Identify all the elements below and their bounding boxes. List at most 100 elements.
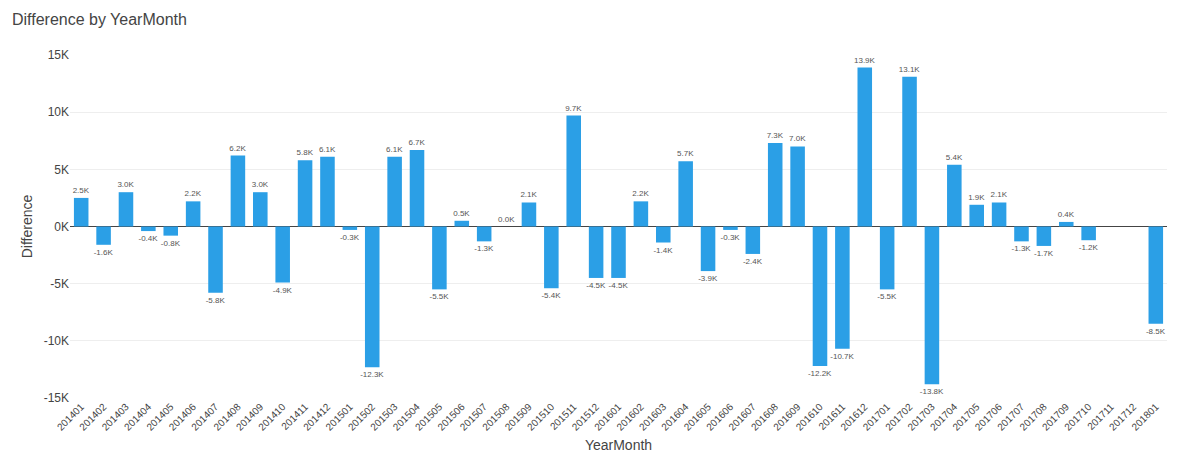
svg-text:201707: 201707: [995, 401, 1027, 433]
svg-text:-1.4K: -1.4K: [653, 246, 673, 255]
svg-text:-5K: -5K: [50, 277, 69, 291]
svg-text:5.7K: 5.7K: [677, 149, 694, 158]
svg-text:-10K: -10K: [44, 334, 69, 348]
svg-text:7.3K: 7.3K: [767, 131, 784, 140]
svg-text:13.9K: 13.9K: [854, 56, 876, 65]
svg-text:0K: 0K: [54, 220, 69, 234]
svg-text:201609: 201609: [771, 401, 803, 433]
svg-text:-0.4K: -0.4K: [138, 234, 158, 243]
svg-text:201409: 201409: [234, 401, 266, 433]
svg-text:Difference by YearMonth: Difference by YearMonth: [12, 11, 187, 28]
svg-text:-0.3K: -0.3K: [340, 233, 360, 242]
svg-text:201403: 201403: [100, 401, 132, 433]
svg-text:-5.5K: -5.5K: [877, 292, 897, 301]
svg-text:-10.7K: -10.7K: [830, 352, 854, 361]
svg-text:13.1K: 13.1K: [899, 65, 921, 74]
svg-text:201407: 201407: [189, 401, 221, 433]
svg-text:5K: 5K: [54, 163, 69, 177]
svg-text:Difference: Difference: [19, 195, 35, 259]
svg-text:-15K: -15K: [44, 391, 69, 405]
svg-text:0.5K: 0.5K: [453, 209, 470, 218]
svg-text:-4.5K: -4.5K: [609, 281, 629, 290]
svg-text:201602: 201602: [614, 401, 646, 433]
svg-text:201406: 201406: [167, 401, 199, 433]
svg-text:2.1K: 2.1K: [520, 190, 537, 199]
svg-text:201501: 201501: [323, 401, 355, 433]
svg-text:-13.8K: -13.8K: [920, 387, 944, 396]
svg-text:201712: 201712: [1107, 401, 1139, 433]
svg-text:7.0K: 7.0K: [789, 134, 806, 143]
svg-text:-4.9K: -4.9K: [273, 286, 293, 295]
svg-text:201506: 201506: [435, 401, 467, 433]
svg-text:6.7K: 6.7K: [408, 138, 425, 147]
svg-text:201508: 201508: [480, 401, 512, 433]
svg-text:-0.8K: -0.8K: [161, 239, 181, 248]
svg-text:201505: 201505: [413, 401, 445, 433]
svg-text:-2.4K: -2.4K: [743, 257, 763, 266]
svg-text:-12.3K: -12.3K: [360, 370, 384, 379]
svg-text:201610: 201610: [794, 401, 826, 433]
svg-text:-0.3K: -0.3K: [721, 233, 741, 242]
svg-text:201502: 201502: [346, 401, 378, 433]
svg-text:201503: 201503: [368, 401, 400, 433]
svg-text:-1.3K: -1.3K: [1012, 244, 1032, 253]
svg-text:201704: 201704: [928, 401, 960, 433]
svg-text:201509: 201509: [503, 401, 535, 433]
svg-text:10K: 10K: [48, 105, 69, 119]
svg-text:201612: 201612: [838, 401, 870, 433]
svg-text:5.4K: 5.4K: [946, 153, 963, 162]
svg-text:201411: 201411: [279, 401, 310, 432]
svg-text:201504: 201504: [391, 401, 423, 433]
svg-text:201710: 201710: [1062, 401, 1094, 433]
svg-text:6.2K: 6.2K: [229, 144, 246, 153]
svg-text:-3.9K: -3.9K: [698, 274, 718, 283]
svg-text:3.0K: 3.0K: [252, 180, 269, 189]
svg-text:201410: 201410: [256, 401, 288, 433]
svg-text:201608: 201608: [749, 401, 781, 433]
svg-text:201603: 201603: [637, 401, 669, 433]
svg-text:0.0K: 0.0K: [498, 215, 515, 224]
svg-text:-5.4K: -5.4K: [541, 291, 561, 300]
svg-text:1.9K: 1.9K: [968, 193, 985, 202]
svg-text:-1.7K: -1.7K: [1034, 249, 1054, 258]
svg-text:201607: 201607: [726, 401, 758, 433]
svg-text:-12.2K: -12.2K: [808, 369, 832, 378]
svg-text:3.0K: 3.0K: [117, 180, 134, 189]
svg-text:201611: 201611: [816, 401, 847, 432]
svg-text:6.1K: 6.1K: [319, 145, 336, 154]
svg-text:201405: 201405: [144, 401, 176, 433]
svg-text:2.2K: 2.2K: [632, 189, 649, 198]
svg-text:201711: 201711: [1085, 401, 1116, 432]
svg-text:201705: 201705: [950, 401, 982, 433]
svg-text:201606: 201606: [704, 401, 736, 433]
svg-text:-5.8K: -5.8K: [206, 296, 226, 305]
svg-text:201401: 201401: [55, 401, 87, 433]
svg-text:201510: 201510: [525, 401, 557, 433]
svg-text:2.2K: 2.2K: [185, 189, 202, 198]
svg-text:201708: 201708: [1017, 401, 1049, 433]
svg-text:201706: 201706: [973, 401, 1005, 433]
svg-text:201511: 201511: [548, 401, 579, 432]
svg-text:201701: 201701: [861, 401, 893, 433]
svg-text:201709: 201709: [1040, 401, 1072, 433]
svg-text:-1.2K: -1.2K: [1079, 243, 1099, 252]
svg-text:6.1K: 6.1K: [386, 145, 403, 154]
svg-text:201605: 201605: [682, 401, 714, 433]
svg-text:-5.5K: -5.5K: [430, 292, 450, 301]
svg-text:2.1K: 2.1K: [991, 190, 1008, 199]
svg-text:201801: 201801: [1129, 401, 1161, 433]
svg-text:0.4K: 0.4K: [1058, 210, 1075, 219]
svg-text:201408: 201408: [211, 401, 243, 433]
svg-text:2.5K: 2.5K: [73, 186, 90, 195]
svg-text:-1.6K: -1.6K: [94, 248, 114, 257]
svg-text:YearMonth: YearMonth: [585, 437, 652, 453]
svg-text:201604: 201604: [659, 401, 691, 433]
svg-text:5.8K: 5.8K: [297, 148, 314, 157]
svg-text:201412: 201412: [301, 401, 333, 433]
svg-text:201703: 201703: [906, 401, 938, 433]
svg-text:15K: 15K: [48, 48, 69, 62]
svg-text:201702: 201702: [883, 401, 915, 433]
svg-text:-4.5K: -4.5K: [586, 281, 606, 290]
svg-text:-8.5K: -8.5K: [1146, 327, 1166, 336]
svg-text:201507: 201507: [458, 401, 490, 433]
